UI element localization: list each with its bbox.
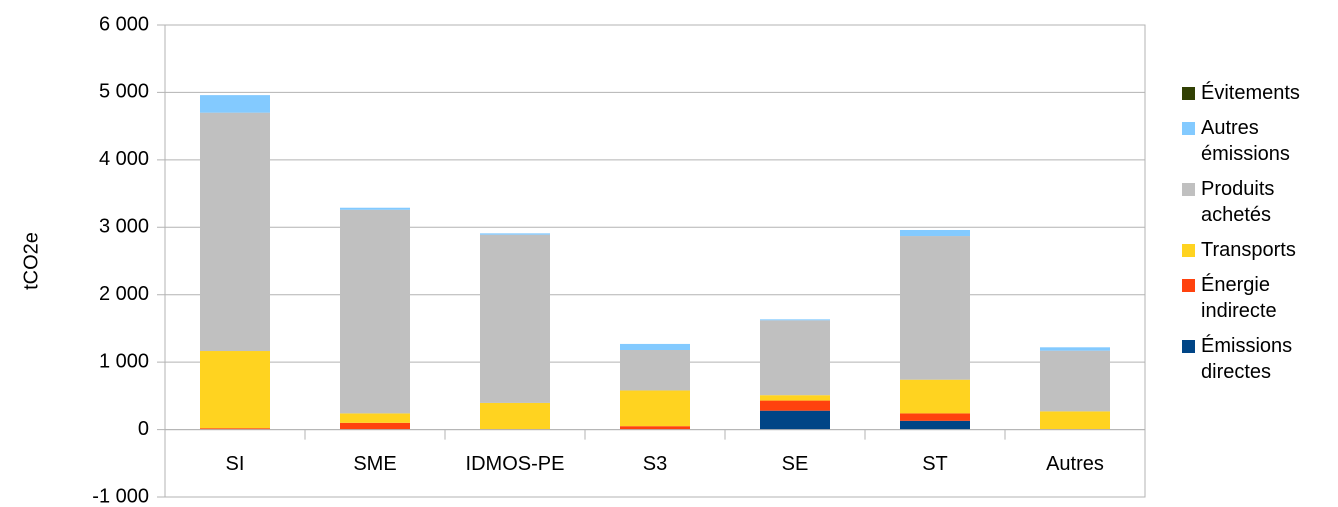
bar-segment xyxy=(760,410,830,430)
y-tick-label: 1 000 xyxy=(99,350,149,372)
bar-segment xyxy=(480,234,550,403)
bar-segment xyxy=(1040,350,1110,412)
legend-label: Produits achetés xyxy=(1201,178,1275,226)
bar-segment xyxy=(900,379,970,414)
legend-swatch xyxy=(1182,279,1195,292)
legend-label: Émissions directes xyxy=(1201,335,1293,383)
legend-item: Autres émissions xyxy=(1182,115,1332,167)
legend-item: Énergie indirecte xyxy=(1182,272,1332,324)
bar-segment xyxy=(760,320,830,396)
bar-segment xyxy=(480,233,550,235)
y-tick-label: 4 000 xyxy=(99,148,149,170)
y-tick-label: 5 000 xyxy=(99,81,149,103)
bar-segment xyxy=(620,350,690,391)
bar-segment xyxy=(480,402,550,430)
y-tick-label: 6 000 xyxy=(99,13,149,35)
bar-segment xyxy=(340,207,410,210)
bar-segment xyxy=(200,112,270,352)
legend-swatch xyxy=(1182,122,1195,135)
bar-segment xyxy=(620,343,690,351)
x-tick-label: SI xyxy=(226,453,245,475)
legend-label: Évitements xyxy=(1201,82,1300,104)
bar-segment xyxy=(340,209,410,414)
plot-frame xyxy=(164,24,1146,498)
bar-segment xyxy=(200,428,270,430)
legend-item: Émissions directes xyxy=(1182,333,1332,385)
bar-segment xyxy=(760,395,830,401)
bar-segment xyxy=(340,422,410,430)
bar-segment xyxy=(200,95,270,113)
bar-segment xyxy=(900,420,970,430)
y-tick-label: 3 000 xyxy=(99,216,149,238)
bar-segment xyxy=(620,426,690,430)
legend-label: Énergie indirecte xyxy=(1201,274,1277,322)
x-tick-label: Autres xyxy=(1046,453,1104,475)
x-tick-label: SME xyxy=(353,453,396,475)
legend-item: Évitements xyxy=(1182,80,1332,106)
bar-segment xyxy=(340,413,410,423)
x-tick-label: IDMOS-PE xyxy=(466,453,565,475)
legend-label: Transports xyxy=(1201,239,1296,261)
x-tick-label: S3 xyxy=(643,453,667,475)
x-tick-label: SE xyxy=(782,453,809,475)
bar-segment xyxy=(1040,411,1110,430)
legend-swatch xyxy=(1182,183,1195,196)
legend-item: Transports xyxy=(1182,237,1332,263)
bar-segment xyxy=(760,319,830,321)
bar-segment xyxy=(200,351,270,429)
legend-item: Produits achetés xyxy=(1182,176,1332,228)
bar-segment xyxy=(760,400,830,411)
legend-swatch xyxy=(1182,244,1195,257)
legend-swatch xyxy=(1182,87,1195,100)
bar-segment xyxy=(1040,347,1110,351)
y-tick-label: 2 000 xyxy=(99,283,149,305)
y-tick-label: 0 xyxy=(138,418,149,440)
y-tick-label: -1 000 xyxy=(92,485,149,507)
bar-segment xyxy=(900,236,970,380)
bar-segment xyxy=(900,413,970,421)
legend-label: Autres émissions xyxy=(1201,117,1290,165)
bar-segment xyxy=(620,390,690,427)
bar-segment xyxy=(900,229,970,237)
x-tick-label: ST xyxy=(922,453,948,475)
y-axis-label: tCO2e xyxy=(20,232,42,290)
legend: Évitements Autres émissions Produits achet… xyxy=(1182,80,1332,385)
legend-swatch xyxy=(1182,340,1195,353)
